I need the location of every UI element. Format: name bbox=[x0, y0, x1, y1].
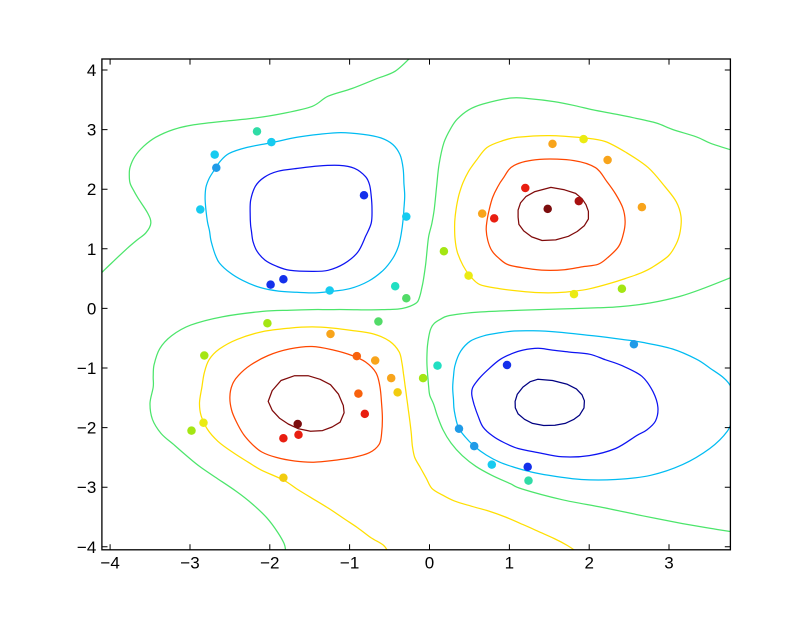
svg-text:−2: −2 bbox=[77, 419, 96, 438]
svg-text:4: 4 bbox=[87, 61, 96, 80]
svg-text:−2: −2 bbox=[260, 554, 279, 573]
svg-text:−3: −3 bbox=[180, 554, 199, 573]
svg-text:1: 1 bbox=[505, 554, 514, 573]
svg-text:3: 3 bbox=[664, 554, 673, 573]
svg-text:−1: −1 bbox=[340, 554, 359, 573]
svg-text:−4: −4 bbox=[77, 538, 96, 557]
svg-text:1: 1 bbox=[87, 240, 96, 259]
svg-text:3: 3 bbox=[87, 121, 96, 140]
svg-text:2: 2 bbox=[87, 180, 96, 199]
svg-text:0: 0 bbox=[425, 554, 434, 573]
svg-text:2: 2 bbox=[584, 554, 593, 573]
svg-text:−1: −1 bbox=[77, 359, 96, 378]
svg-text:−4: −4 bbox=[100, 554, 119, 573]
svg-text:−3: −3 bbox=[77, 478, 96, 497]
svg-text:0: 0 bbox=[87, 299, 96, 318]
